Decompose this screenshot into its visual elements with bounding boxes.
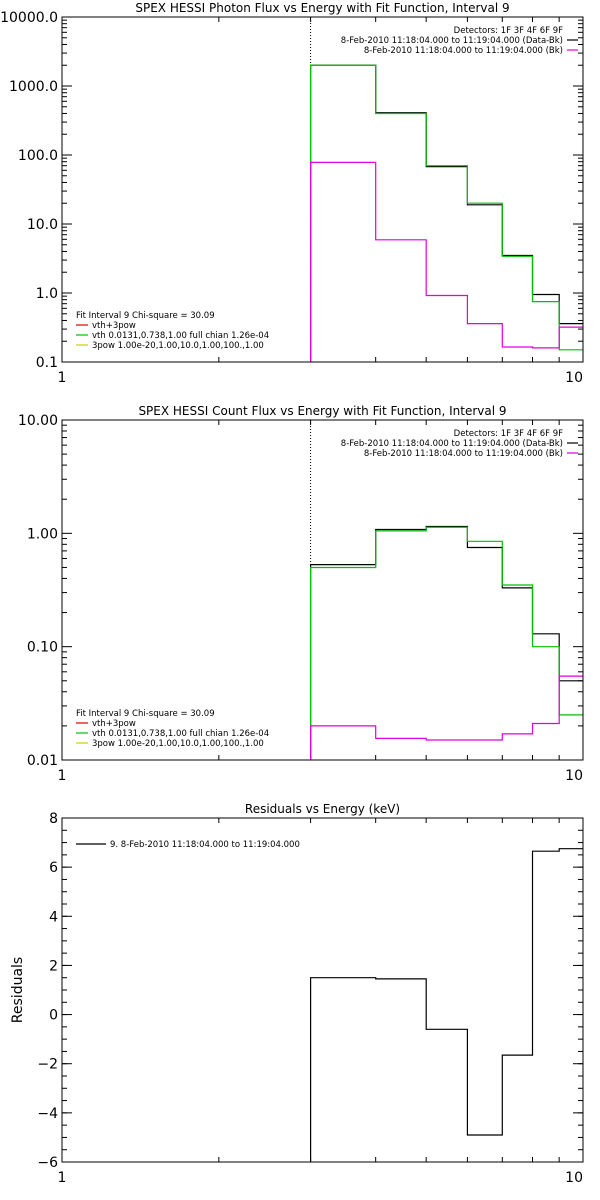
legend-entry: 8-Feb-2010 11:18:04.000 to 11:19:04.000 … (364, 46, 563, 56)
y-tick-label: 0.1 (36, 355, 58, 371)
plot-frame (61, 817, 584, 1163)
legend-entry: Detectors: 1F 3F 4F 6F 9F (454, 26, 563, 36)
y-tick-label: 0.01 (27, 753, 58, 769)
plot-frame (61, 419, 584, 761)
legend-entry: Fit Interval 9 Chi-square = 30.09 (76, 709, 215, 719)
x-tick-label: 1 (58, 370, 67, 386)
chart-title: SPEX HESSI Photon Flux vs Energy with Fi… (135, 1, 509, 15)
y-tick-label: 1000.0 (9, 79, 58, 95)
plot-area (310, 848, 583, 1162)
legend-entry: vth 0.0131,0.738,1.00 full chian 1.26e-0… (92, 729, 269, 739)
x-ticks (61, 818, 584, 1162)
plot-area (310, 420, 583, 760)
chart-title: SPEX HESSI Count Flux vs Energy with Fit… (138, 404, 506, 418)
legend-entry: 8-Feb-2010 11:18:04.000 to 11:19:04.000 … (364, 449, 563, 459)
legend-entry: 8-Feb-2010 11:18:04.000 to 11:19:04.000 … (341, 439, 563, 449)
series-3-line (310, 161, 583, 362)
y-tick-label: 0 (49, 1008, 58, 1024)
y-ticks (62, 817, 583, 1163)
y-tick-label: 4 (49, 909, 58, 925)
y-tick-label: 2 (49, 958, 58, 974)
y-tick-label: 10.00 (18, 413, 58, 429)
panel-2: SPEX HESSI Count Flux vs Energy with Fit… (18, 404, 584, 784)
y-tick-label: 0.10 (27, 640, 58, 656)
series-1-line (310, 64, 583, 362)
y-ticks (62, 16, 583, 363)
plot-area (310, 17, 583, 362)
y-tick-label: 6 (49, 860, 58, 876)
x-tick-label: 10 (565, 1170, 583, 1186)
series-1-line (310, 848, 583, 1162)
panel-3: Residuals vs Energy (keV) 8 6 4 2 0 −2 −4 −61 10 R… (10, 802, 584, 1186)
panel-1: SPEX HESSI Photon Flux vs Energy with Fi… (0, 1, 584, 386)
y-tick-label: −2 (37, 1057, 58, 1073)
legend-entry: 3pow 1.00e-20,1.00,10.0,1.00,100.,1.00 (92, 341, 264, 351)
legend-entry: Fit Interval 9 Chi-square = 30.09 (76, 311, 215, 321)
x-tick-label: 1 (58, 1170, 67, 1186)
x-tick-label: 1 (58, 768, 67, 784)
series-1-line (310, 525, 583, 760)
legend-entry: vth+3pow (92, 719, 136, 729)
y-tick-label: 10000.0 (0, 10, 58, 26)
series-2-line (310, 64, 583, 362)
y-tick-label: 100.0 (18, 148, 58, 164)
series-2-line (310, 526, 583, 760)
chart-title: Residuals vs Energy (keV) (245, 802, 400, 816)
y-tick-label: 1.00 (27, 526, 58, 542)
plot-frame (61, 16, 584, 363)
legend-entry: Detectors: 1F 3F 4F 6F 9F (454, 429, 563, 439)
legend-entry: 8-Feb-2010 11:18:04.000 to 11:19:04.000 … (341, 36, 563, 46)
x-tick-label: 10 (565, 768, 583, 784)
y-ticks (62, 419, 583, 761)
x-tick-label: 10 (565, 370, 583, 386)
legend-entry: vth 0.0131,0.738,1.00 full chian 1.26e-0… (92, 331, 269, 341)
legend-entry: 9. 8-Feb-2010 11:18:04.000 to 11:19:04.0… (110, 840, 300, 850)
legend-entry: vth+3pow (92, 321, 136, 331)
y-tick-label: 8 (49, 811, 58, 827)
y-tick-label: −4 (37, 1106, 58, 1122)
y-axis-label: Residuals (10, 957, 26, 1023)
series-3-line (310, 675, 583, 760)
legend-entry: 3pow 1.00e-20,1.00,10.0,1.00,100.,1.00 (92, 739, 264, 749)
y-tick-label: −6 (37, 1155, 58, 1171)
y-tick-label: 10.0 (27, 217, 58, 233)
y-tick-label: 1.0 (36, 286, 58, 302)
